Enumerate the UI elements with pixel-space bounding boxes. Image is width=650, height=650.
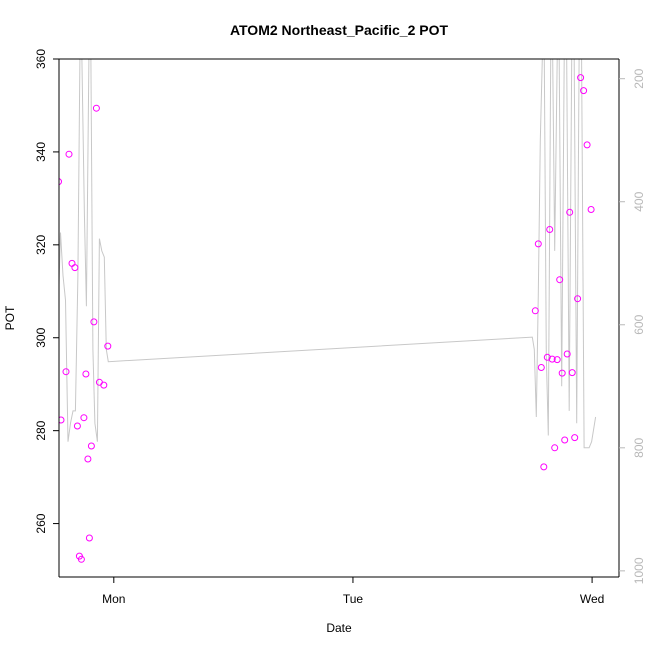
data-point-15: [87, 442, 95, 450]
data-point-19: [100, 381, 108, 389]
data-point-0: [49, 383, 55, 389]
y-tick-label-0: 260: [34, 513, 48, 533]
data-point-27: [548, 355, 556, 363]
y2-tick-label-4: 1000: [632, 557, 646, 584]
y-tick-label-5: 360: [34, 49, 48, 69]
data-point-6: [68, 259, 76, 267]
data-point-18: [95, 378, 103, 386]
y2-tick-label-0: 200: [632, 68, 646, 88]
data-point-36: [571, 434, 579, 442]
y2-tick-label-3: 800: [632, 437, 646, 457]
y-tick-label-2: 300: [34, 327, 48, 347]
data-point-34: [566, 208, 574, 216]
data-point-21: [531, 307, 539, 315]
data-point-24: [540, 463, 548, 471]
data-point-32: [561, 436, 569, 444]
data-point-38: [577, 74, 585, 82]
depth-line: [59, 59, 597, 449]
x-tick-label-1: Tue: [343, 592, 364, 606]
data-point-30: [556, 276, 564, 284]
data-point-20: [104, 342, 112, 350]
data-point-14: [85, 534, 93, 542]
data-point-31: [558, 369, 566, 377]
data-point-25: [543, 353, 551, 361]
data-point-16: [90, 318, 98, 326]
data-point-8: [73, 422, 81, 430]
data-point-26: [546, 226, 554, 233]
data-point-10: [77, 555, 85, 563]
axes: 260 280 300 320 340 360 200 400 600 800 1000 Mon Tue…: [34, 49, 646, 606]
data-point-22: [534, 240, 542, 248]
x-tick-label-2: Wed: [580, 592, 604, 606]
y-tick-label-1: 280: [34, 420, 48, 440]
data-point-4: [62, 368, 70, 376]
plot-content: [49, 59, 597, 563]
y-tick-label-4: 340: [34, 142, 48, 162]
data-point-29: [553, 356, 561, 364]
data-point-5: [65, 150, 73, 158]
data-point-13: [84, 455, 92, 463]
y-axis-label: POT: [3, 305, 17, 330]
data-point-39: [580, 87, 588, 95]
chart-title: ATOM2 Northeast_Pacific_2 POT: [230, 22, 449, 38]
data-point-23: [537, 364, 545, 371]
data-point-40: [583, 141, 591, 149]
y-tick-label-3: 320: [34, 234, 48, 254]
data-point-3: [59, 416, 65, 424]
y2-tick-label-1: 400: [632, 191, 646, 211]
data-point-2: [59, 178, 62, 186]
plot-area: [49, 59, 597, 563]
x-axis-label: Date: [326, 621, 352, 635]
data-point-35: [568, 369, 576, 377]
data-point-7: [71, 264, 79, 272]
data-point-17: [92, 104, 100, 112]
data-point-12: [82, 370, 90, 378]
data-point-1: [59, 179, 60, 184]
data-point-37: [574, 295, 582, 303]
y2-tick-label-2: 600: [632, 314, 646, 334]
data-point-11: [80, 414, 88, 422]
data-point-28: [551, 444, 559, 452]
data-point-41: [587, 206, 595, 213]
x-tick-label-0: Mon: [102, 592, 125, 606]
data-point-33: [563, 350, 571, 358]
